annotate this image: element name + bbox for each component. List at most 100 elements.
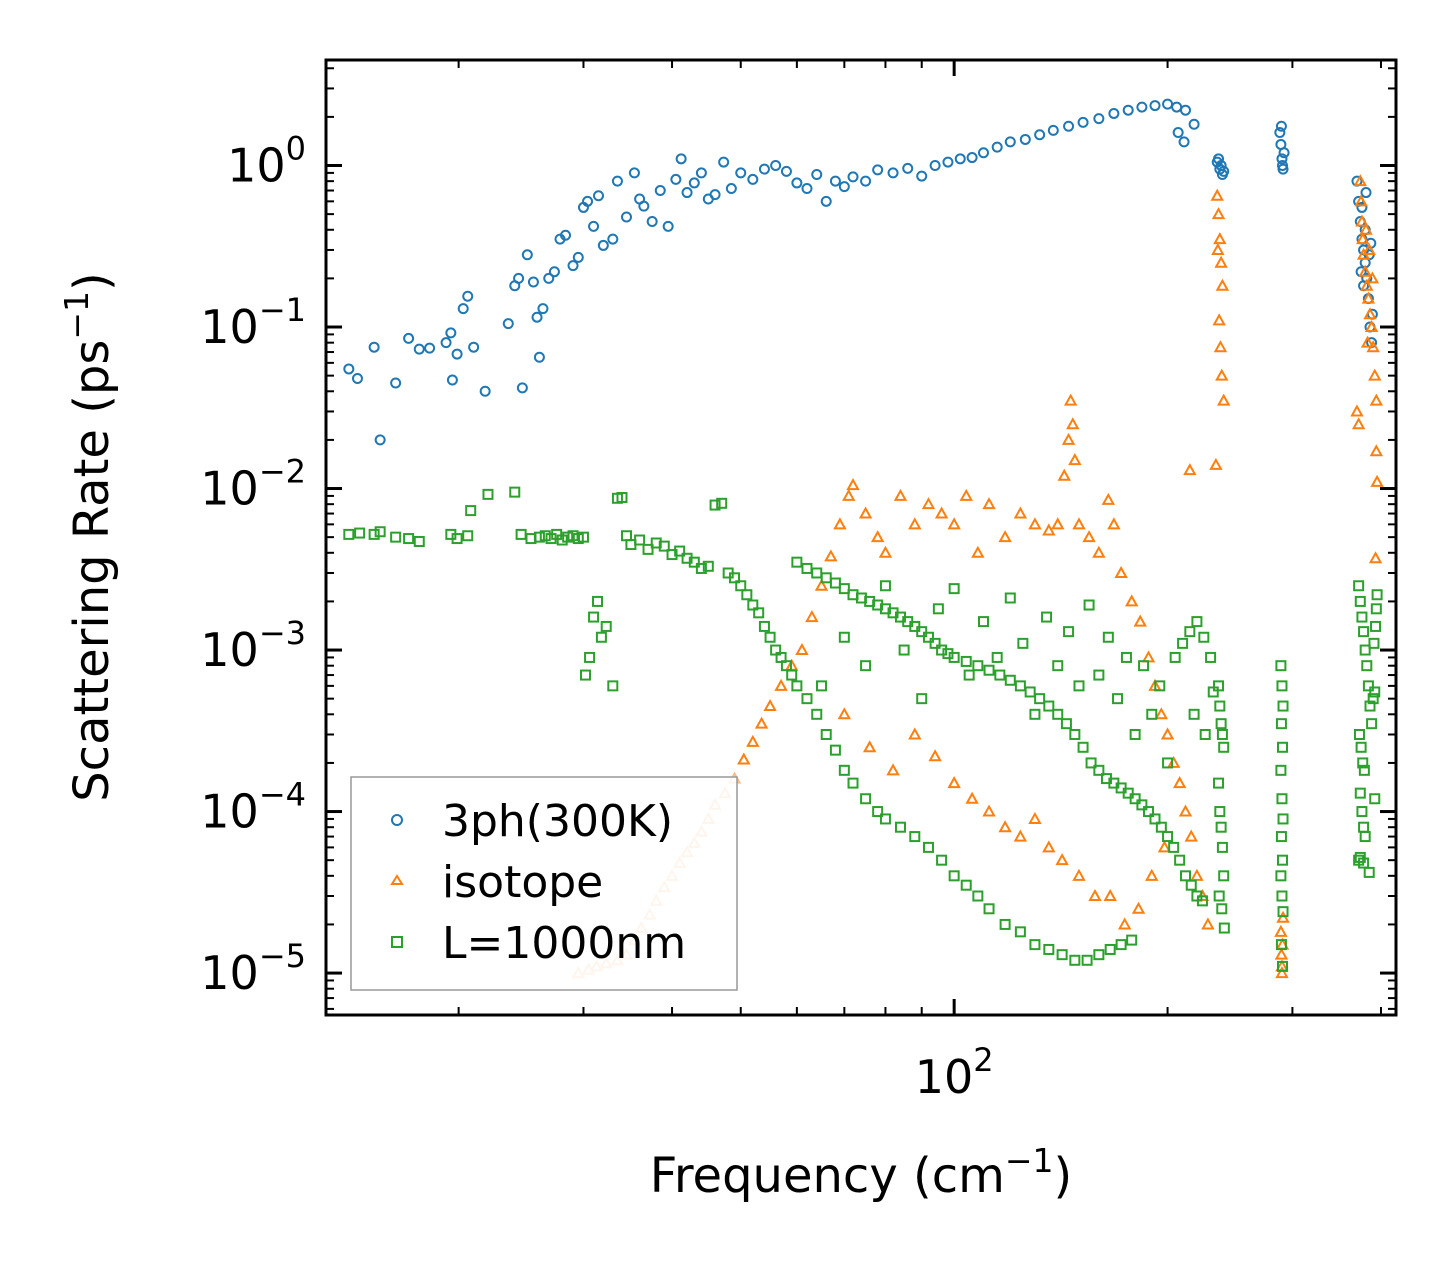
plot-frame bbox=[324, 58, 1398, 1017]
data-point bbox=[820, 728, 832, 740]
data-point bbox=[1122, 104, 1134, 116]
data-point bbox=[1213, 777, 1225, 789]
data-point bbox=[947, 517, 961, 530]
data-point bbox=[1145, 868, 1159, 881]
data-point bbox=[948, 583, 960, 595]
data-point bbox=[862, 740, 877, 753]
data-point bbox=[1276, 153, 1288, 165]
data-point bbox=[1101, 492, 1116, 505]
data-point bbox=[1052, 708, 1064, 720]
y-tick-label: 100 bbox=[227, 130, 306, 193]
data-point bbox=[1174, 854, 1186, 866]
data-point bbox=[1004, 136, 1016, 148]
data-point bbox=[948, 870, 960, 882]
y-tick-labels: 100 10−1 10−2 10−3 10−4 10−5 bbox=[200, 130, 306, 1001]
data-point bbox=[1356, 232, 1370, 245]
data-point bbox=[816, 680, 828, 692]
data-point bbox=[1370, 620, 1382, 632]
data-point bbox=[709, 499, 721, 511]
data-point bbox=[1013, 506, 1028, 519]
legend-label-isotope: isotope bbox=[442, 857, 603, 908]
data-point bbox=[374, 434, 386, 446]
data-point bbox=[879, 813, 891, 825]
data-point bbox=[1017, 637, 1029, 649]
data-point bbox=[1214, 806, 1226, 818]
data-point bbox=[1216, 728, 1228, 740]
data-point bbox=[1364, 700, 1376, 712]
data-point bbox=[1218, 922, 1230, 934]
data-point bbox=[872, 806, 884, 818]
data-point bbox=[824, 549, 838, 562]
data-point bbox=[1212, 313, 1226, 326]
data-point bbox=[1354, 595, 1366, 607]
data-point bbox=[1014, 680, 1026, 692]
data-point bbox=[1275, 120, 1287, 132]
data-point bbox=[737, 752, 751, 765]
data-point bbox=[1213, 340, 1228, 353]
data-point bbox=[916, 693, 928, 705]
data-point bbox=[947, 776, 961, 789]
data-point bbox=[1146, 708, 1158, 720]
data-point bbox=[1363, 866, 1375, 878]
data-point bbox=[758, 620, 770, 632]
data-point bbox=[1043, 943, 1055, 955]
data-point bbox=[1216, 841, 1228, 853]
y-axis-label: Scattering Rate (ps−1) bbox=[57, 272, 120, 802]
data-point bbox=[1360, 278, 1374, 291]
data-point bbox=[811, 708, 823, 720]
x-tick-label: 102 bbox=[915, 1041, 994, 1104]
data-point bbox=[838, 181, 850, 193]
data-point bbox=[709, 189, 721, 201]
data-point bbox=[479, 385, 491, 397]
data-point bbox=[368, 341, 380, 353]
data-point bbox=[646, 216, 658, 228]
data-point bbox=[616, 491, 628, 503]
data-point bbox=[1362, 242, 1376, 255]
data-point bbox=[1185, 879, 1197, 891]
data-point bbox=[1069, 728, 1081, 740]
data-point bbox=[838, 631, 850, 643]
series-0 bbox=[343, 98, 1378, 446]
data-point bbox=[688, 556, 700, 568]
x-axis-label-base: Frequency (cm bbox=[650, 1148, 1005, 1204]
data-point bbox=[1218, 741, 1230, 753]
data-point bbox=[1355, 214, 1369, 227]
data-point bbox=[1274, 924, 1288, 937]
data-point bbox=[634, 534, 646, 546]
data-point bbox=[1047, 124, 1059, 136]
data-point bbox=[351, 372, 363, 384]
data-point bbox=[1168, 841, 1180, 853]
data-point bbox=[1034, 129, 1046, 141]
data-point bbox=[1276, 890, 1288, 902]
data-point bbox=[872, 164, 884, 176]
data-point bbox=[1354, 787, 1366, 799]
data-point bbox=[1368, 368, 1382, 381]
data-point bbox=[1171, 101, 1183, 113]
data-point bbox=[502, 318, 514, 330]
data-point bbox=[515, 528, 527, 540]
data-point bbox=[343, 528, 355, 540]
x-axis-label-tail: ) bbox=[1054, 1148, 1073, 1204]
data-point bbox=[718, 156, 730, 168]
data-point bbox=[1107, 517, 1121, 530]
data-point bbox=[1072, 517, 1086, 530]
data-point bbox=[642, 543, 654, 555]
data-point bbox=[908, 517, 922, 530]
data-point bbox=[1359, 644, 1371, 656]
data-point bbox=[1184, 626, 1196, 638]
data-point bbox=[533, 531, 545, 543]
data-point bbox=[607, 233, 619, 245]
data-point bbox=[1215, 278, 1230, 291]
data-point bbox=[1354, 194, 1368, 207]
data-point bbox=[1088, 888, 1102, 902]
data-point bbox=[878, 545, 893, 558]
data-point bbox=[847, 777, 859, 789]
data-point bbox=[1131, 901, 1146, 914]
data-point bbox=[457, 303, 469, 315]
data-point bbox=[548, 266, 560, 278]
data-point bbox=[1205, 651, 1217, 663]
data-point bbox=[1051, 517, 1065, 530]
data-point bbox=[791, 177, 803, 189]
data-point bbox=[1275, 966, 1289, 979]
data-point bbox=[1072, 868, 1086, 881]
